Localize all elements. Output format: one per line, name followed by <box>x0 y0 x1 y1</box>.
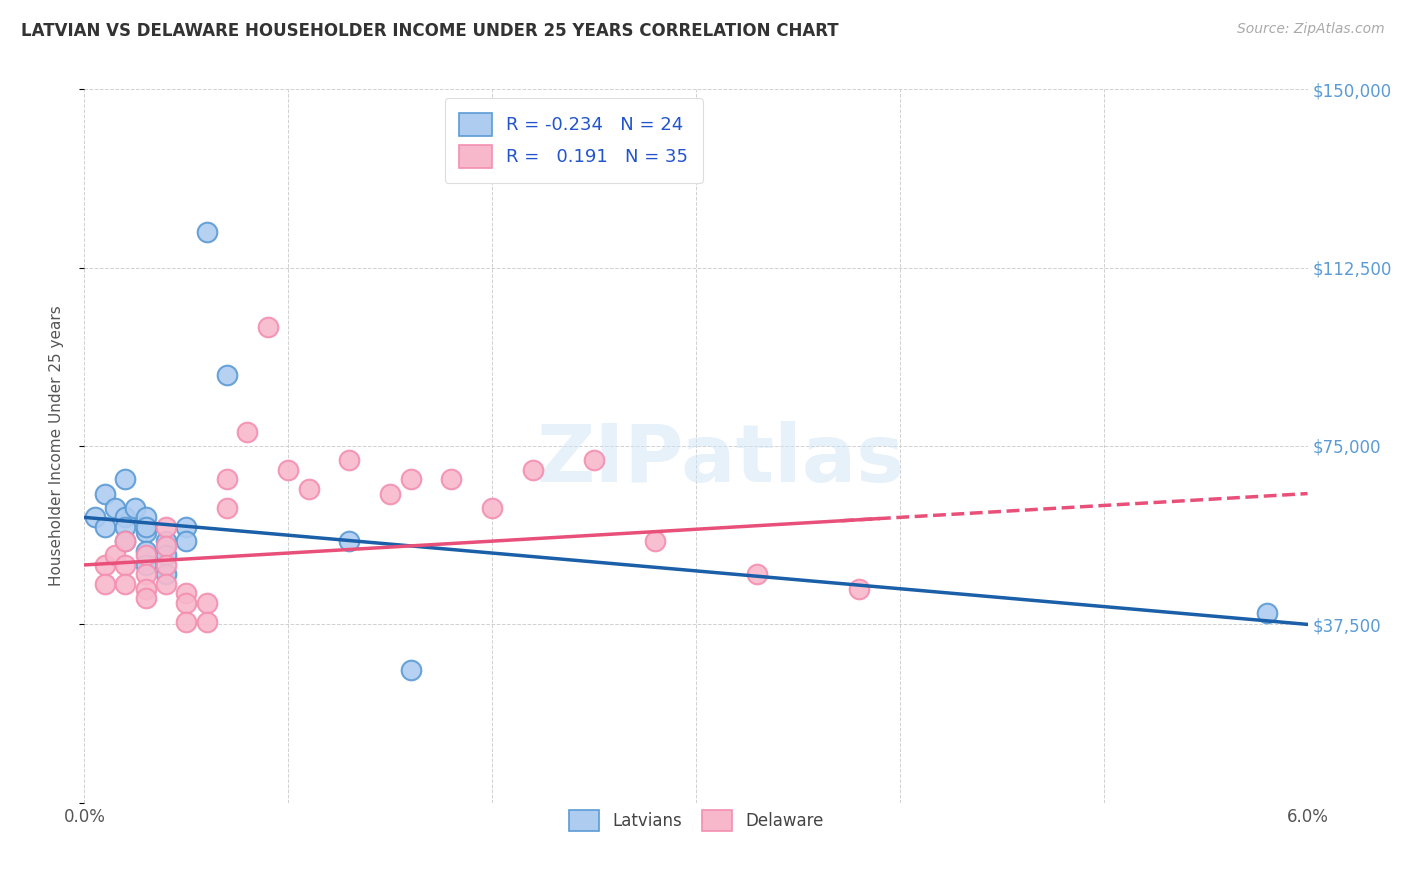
Point <box>104 500 127 515</box>
Point <box>176 520 198 534</box>
Point <box>176 586 198 600</box>
Point <box>176 596 198 610</box>
Point <box>93 520 117 534</box>
Point <box>114 510 136 524</box>
Point <box>217 472 239 486</box>
Point <box>583 453 606 467</box>
Point <box>114 520 136 534</box>
Point <box>481 500 503 515</box>
Point <box>298 482 321 496</box>
Point <box>339 534 361 549</box>
Point <box>440 472 463 486</box>
Y-axis label: Householder Income Under 25 years: Householder Income Under 25 years <box>49 306 63 586</box>
Point <box>114 577 136 591</box>
Point <box>1256 606 1278 620</box>
Point <box>155 549 177 563</box>
Point <box>93 577 117 591</box>
Point <box>339 453 361 467</box>
Text: Source: ZipAtlas.com: Source: ZipAtlas.com <box>1237 22 1385 37</box>
Text: LATVIAN VS DELAWARE HOUSEHOLDER INCOME UNDER 25 YEARS CORRELATION CHART: LATVIAN VS DELAWARE HOUSEHOLDER INCOME U… <box>21 22 839 40</box>
Point <box>277 463 299 477</box>
Point <box>380 486 402 500</box>
Point <box>83 510 105 524</box>
Point <box>399 472 422 486</box>
Point <box>135 549 157 563</box>
Point <box>124 500 146 515</box>
Point <box>522 463 544 477</box>
Point <box>155 520 177 534</box>
Point <box>155 567 177 582</box>
Point <box>176 534 198 549</box>
Point <box>399 663 422 677</box>
Point <box>155 577 177 591</box>
Point <box>93 558 117 572</box>
Point <box>217 500 239 515</box>
Point <box>644 534 666 549</box>
Point <box>747 567 769 582</box>
Legend: Latvians, Delaware: Latvians, Delaware <box>555 797 837 845</box>
Point <box>135 524 157 539</box>
Point <box>236 425 259 439</box>
Point <box>176 615 198 629</box>
Point <box>135 582 157 596</box>
Point <box>217 368 239 382</box>
Point <box>155 558 177 572</box>
Point <box>114 534 136 549</box>
Point <box>848 582 870 596</box>
Point <box>257 320 280 334</box>
Point <box>195 596 218 610</box>
Point <box>155 534 177 549</box>
Point <box>114 472 136 486</box>
Point <box>195 615 218 629</box>
Text: ZIPatlas: ZIPatlas <box>536 421 904 500</box>
Point <box>93 486 117 500</box>
Point <box>135 510 157 524</box>
Point <box>114 534 136 549</box>
Point <box>104 549 127 563</box>
Point <box>195 225 218 239</box>
Point <box>135 543 157 558</box>
Point <box>135 520 157 534</box>
Point <box>135 567 157 582</box>
Point <box>155 539 177 553</box>
Point <box>114 558 136 572</box>
Point <box>135 591 157 606</box>
Point <box>135 558 157 572</box>
